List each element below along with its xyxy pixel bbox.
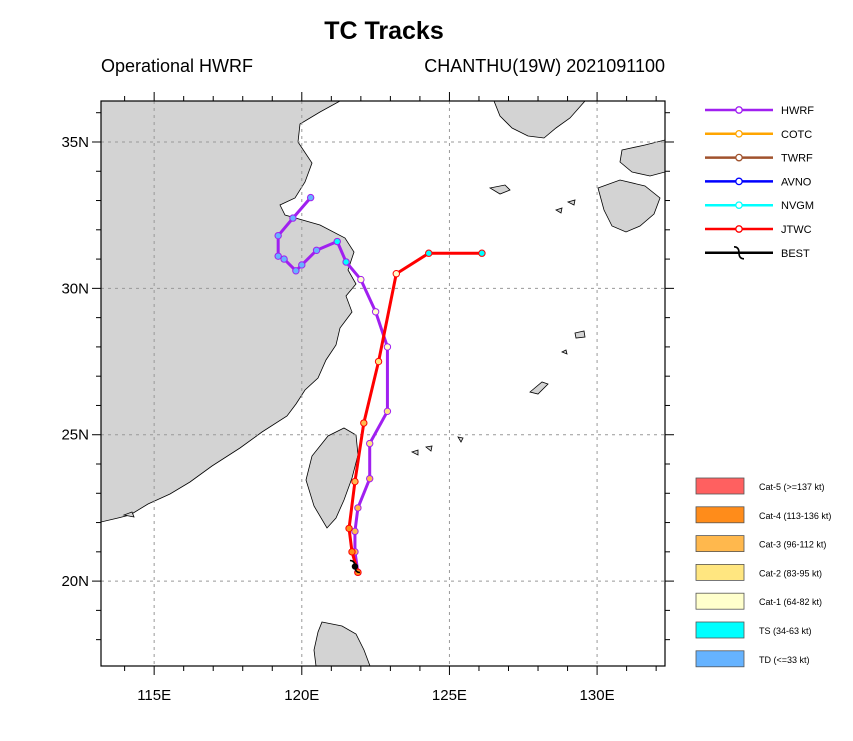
land-islet-7 (561, 349, 568, 355)
track-point-hwrf (366, 474, 374, 483)
land-honshu-west (619, 139, 665, 177)
y-tick-label: 30N (61, 280, 89, 297)
legend-label-avno: AVNO (781, 176, 812, 188)
best-track-symbol (349, 559, 360, 574)
land-korea (493, 101, 586, 139)
x-tick-label: 130E (580, 687, 615, 704)
x-tick-label: 115E (137, 687, 171, 704)
track-point-hwrf (280, 255, 288, 263)
legend-best-symbol (733, 246, 745, 260)
track-point-hwrf (274, 252, 282, 260)
track-point-jtwc (374, 357, 383, 366)
land-islet-6 (555, 207, 563, 214)
track-point-hwrf (333, 237, 341, 246)
track-point-hwrf (312, 246, 321, 255)
legend-marker-hwrf (735, 106, 743, 114)
legend-marker-nvgm (735, 201, 743, 210)
track-point-hwrf (383, 343, 392, 351)
legend-marker-jtwc (735, 225, 743, 233)
track-point-hwrf (298, 261, 306, 269)
legend-swatch (695, 592, 745, 610)
legend-intensity-label: Cat-3 (96-112 kt) (759, 540, 826, 550)
legend-label-nvgm: NVGM (781, 200, 814, 212)
track-point-hwrf (357, 275, 365, 284)
map-frame (100, 100, 666, 667)
track-point-hwrf (354, 504, 362, 512)
chart-subtitle-right: CHANTHU(19W) 2021091100 (424, 56, 665, 76)
land-islet-3 (425, 445, 433, 452)
legend-label-best: BEST (781, 248, 810, 260)
axis-tick-labels: 115E 120E 125E 130E 20N 25N 30N 35N (61, 134, 614, 704)
track-point-hwrf (366, 439, 374, 448)
land-okinawa (529, 381, 549, 395)
legend-intensity-label: TD (<=33 kt) (759, 655, 810, 665)
legend-marker-avno (735, 177, 743, 186)
track-point-hwrf (371, 308, 380, 316)
y-tick-label: 35N (61, 134, 89, 151)
track-lines (274, 193, 486, 577)
track-point-jtwc (351, 477, 359, 486)
land-islet-2 (410, 449, 419, 456)
legend-intensity-label: Cat-4 (113-136 kt) (759, 511, 831, 521)
land-islet-8 (122, 511, 135, 518)
legend-label-twrf: TWRF (781, 153, 813, 165)
track-point-jtwc (348, 548, 356, 556)
legend-swatch (695, 564, 745, 581)
track-point-hwrf (292, 267, 300, 275)
legend-marker-cotc (735, 129, 743, 138)
land-luzon (313, 621, 371, 666)
legend-intensity-label: TS (34-63 kt) (759, 626, 812, 636)
y-tick-label: 25N (61, 427, 89, 444)
track-point-jtwc (345, 524, 353, 533)
x-tick-label: 125E (432, 687, 467, 704)
legend-swatch (695, 621, 745, 639)
legend-label-hwrf: HWRF (781, 105, 814, 117)
track-point-hwrf (274, 231, 282, 240)
track-point-hwrf (306, 193, 315, 202)
chart-title: TC Tracks (324, 17, 444, 45)
y-tick-label: 20N (61, 573, 89, 590)
track-point-hwrf (351, 527, 359, 536)
track-point-hwrf (289, 214, 297, 222)
axis-ticks (92, 92, 674, 675)
track-point-jtwc (392, 270, 400, 278)
land-islet-5 (566, 199, 576, 206)
legend-label-cotc: COTC (781, 129, 812, 141)
track-point-jtwc (478, 249, 486, 257)
legend-intensity-label: Cat-5 (>=137 kt) (759, 482, 825, 492)
intensity-legend: Cat-5 (>=137 kt) Cat-4 (113-136 kt) Cat-3 … (695, 477, 831, 668)
land-china (101, 101, 357, 523)
track-point-hwrf (383, 407, 392, 416)
land-jeju (488, 184, 511, 195)
x-tick-label: 120E (284, 687, 319, 704)
grid-lines (101, 101, 665, 666)
legend-swatch (695, 650, 745, 668)
track-point-jtwc (425, 249, 433, 257)
land-taiwan (305, 427, 359, 529)
legend-label-jtwc: JTWC (781, 224, 812, 236)
track-point-hwrf (342, 258, 350, 266)
chart-subtitle-left: Operational HWRF (101, 56, 253, 76)
legend-intensity-label: Cat-1 (64-82 kt) (759, 597, 822, 607)
legend-swatch (695, 535, 745, 552)
land-islet-1 (574, 330, 586, 339)
legend-intensity-label: Cat-2 (83-95 kt) (759, 568, 822, 578)
legend-marker-twrf (735, 153, 743, 162)
landmass (101, 101, 665, 666)
track-point-jtwc (360, 419, 368, 427)
land-islet-4 (457, 436, 464, 443)
legend-swatch (695, 506, 745, 524)
land-kyushu (597, 179, 661, 233)
track-legend: HWRF COTC TWRF AVNO NVGM JTWC BEST (705, 105, 814, 260)
legend-swatch (695, 477, 745, 495)
